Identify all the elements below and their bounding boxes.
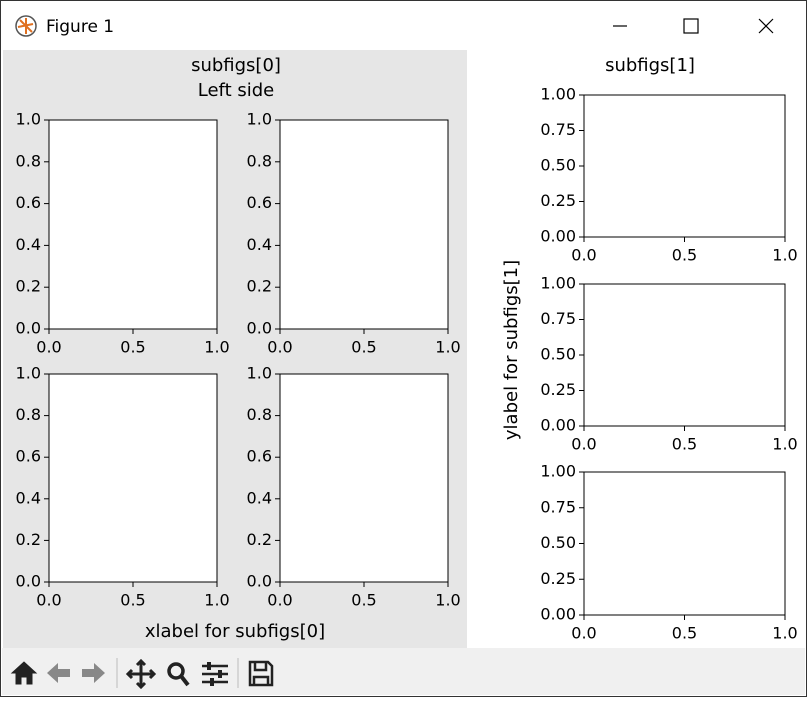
y-tick-label: 0.4 bbox=[16, 488, 41, 507]
x-tick-label: 0.0 bbox=[36, 338, 61, 357]
y-tick-label: 0.0 bbox=[16, 319, 41, 338]
configure-button[interactable] bbox=[202, 664, 228, 684]
save-button[interactable] bbox=[248, 660, 274, 687]
y-tick-label: 0.6 bbox=[247, 447, 272, 466]
x-tick-label: 0.5 bbox=[351, 338, 376, 357]
y-tick-label: 0.75 bbox=[540, 497, 576, 516]
x-tick-label: 1.0 bbox=[772, 435, 797, 454]
x-tick-label: 0.5 bbox=[351, 591, 376, 610]
axes bbox=[279, 373, 449, 583]
x-tick-label: 1.0 bbox=[772, 246, 797, 265]
x-tick-label: 0.5 bbox=[672, 435, 697, 454]
x-tick-label: 0.5 bbox=[120, 338, 145, 357]
window-title: Figure 1 bbox=[46, 17, 114, 37]
subfig-title: subfigs[0] bbox=[191, 55, 281, 76]
y-tick-label: 1.0 bbox=[16, 364, 41, 383]
x-tick-label: 1.0 bbox=[435, 591, 460, 610]
x-tick-label: 0.0 bbox=[571, 246, 596, 265]
x-label: xlabel for subfigs[0] bbox=[145, 621, 325, 642]
toolbar-icons bbox=[10, 658, 274, 690]
x-tick-label: 1.0 bbox=[204, 338, 229, 357]
y-tick-label: 0.00 bbox=[540, 605, 576, 624]
back-button[interactable] bbox=[47, 663, 70, 683]
x-tick-label: 1.0 bbox=[435, 338, 460, 357]
y-tick-label: 0.4 bbox=[247, 488, 272, 507]
y-tick-label: 0.0 bbox=[247, 319, 272, 338]
y-tick-label: 1.0 bbox=[247, 364, 272, 383]
subfig-title: Left side bbox=[198, 80, 274, 101]
subfig-title: subfigs[1] bbox=[605, 55, 695, 76]
app-icon bbox=[15, 15, 37, 37]
y-tick-label: 1.00 bbox=[540, 85, 576, 104]
y-tick-label: 1.00 bbox=[540, 274, 576, 293]
y-tick-label: 0.8 bbox=[16, 151, 41, 170]
axes bbox=[48, 373, 218, 583]
x-tick-label: 1.0 bbox=[204, 591, 229, 610]
x-tick-label: 0.0 bbox=[571, 435, 596, 454]
y-tick-label: 0.8 bbox=[247, 151, 272, 170]
y-tick-label: 0.4 bbox=[16, 235, 41, 254]
y-tick-label: 0.6 bbox=[16, 193, 41, 212]
x-tick-label: 0.5 bbox=[120, 591, 145, 610]
axes bbox=[583, 471, 786, 616]
y-tick-label: 0.6 bbox=[16, 447, 41, 466]
toolbar bbox=[2, 648, 805, 695]
y-tick-label: 0.2 bbox=[247, 530, 272, 549]
y-label: ylabel for subfigs[1] bbox=[501, 260, 522, 440]
close-button[interactable] bbox=[758, 18, 774, 34]
home-button[interactable] bbox=[10, 661, 38, 685]
zoom-button[interactable] bbox=[167, 662, 185, 680]
axes bbox=[583, 283, 786, 427]
pan-button[interactable] bbox=[125, 658, 157, 690]
axes bbox=[48, 119, 218, 330]
x-tick-label: 0.0 bbox=[36, 591, 61, 610]
y-tick-label: 0.50 bbox=[540, 533, 576, 552]
y-tick-label: 0.2 bbox=[16, 277, 41, 296]
y-tick-label: 0.50 bbox=[540, 156, 576, 175]
y-tick-label: 0.0 bbox=[16, 572, 41, 591]
y-tick-label: 0.00 bbox=[540, 227, 576, 246]
y-tick-label: 0.75 bbox=[540, 120, 576, 139]
x-tick-label: 0.0 bbox=[267, 591, 292, 610]
x-tick-label: 0.0 bbox=[571, 624, 596, 643]
y-tick-label: 0.50 bbox=[540, 345, 576, 364]
x-tick-label: 0.5 bbox=[672, 624, 697, 643]
axes bbox=[583, 94, 786, 238]
x-tick-label: 1.0 bbox=[772, 624, 797, 643]
x-tick-label: 0.5 bbox=[672, 246, 697, 265]
y-tick-label: 0.00 bbox=[540, 416, 576, 435]
y-tick-label: 0.8 bbox=[247, 405, 272, 424]
y-tick-label: 0.25 bbox=[540, 569, 576, 588]
y-tick-label: 0.6 bbox=[247, 193, 272, 212]
maximize-button[interactable] bbox=[683, 18, 699, 34]
y-tick-label: 0.8 bbox=[16, 405, 41, 424]
y-tick-label: 1.0 bbox=[247, 110, 272, 129]
axes bbox=[279, 119, 449, 330]
y-tick-label: 0.75 bbox=[540, 309, 576, 328]
y-tick-label: 0.4 bbox=[247, 235, 272, 254]
x-tick-label: 0.0 bbox=[267, 338, 292, 357]
y-tick-label: 0.0 bbox=[247, 572, 272, 591]
forward-button[interactable] bbox=[82, 663, 105, 683]
y-tick-label: 0.25 bbox=[540, 380, 576, 399]
y-tick-label: 1.00 bbox=[540, 462, 576, 481]
y-tick-label: 0.2 bbox=[247, 277, 272, 296]
y-tick-label: 1.0 bbox=[16, 110, 41, 129]
y-tick-label: 0.25 bbox=[540, 191, 576, 210]
y-tick-label: 0.2 bbox=[16, 530, 41, 549]
